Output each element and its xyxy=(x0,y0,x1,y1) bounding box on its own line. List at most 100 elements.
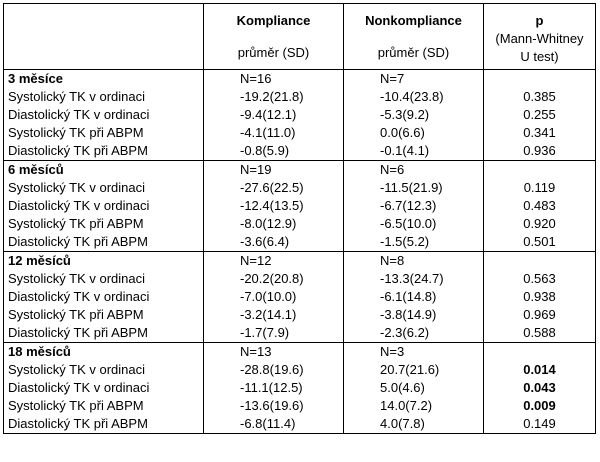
table-row: Diastolický TK při ABPM -6.8(11.4) 4.0(7.8… xyxy=(3,415,596,434)
noncompliance-value: 14.0(7.2) xyxy=(343,397,484,415)
compliance-value: -4.1(11.0) xyxy=(203,124,344,142)
p-title: p xyxy=(535,13,544,28)
noncompliance-value: 0.0(6.6) xyxy=(343,124,484,142)
table-header: Kompliance průměr (SD) Nonkompliance prů… xyxy=(3,3,596,70)
noncompliance-value: 4.0(7.8) xyxy=(343,415,484,434)
n-compliance: N=13 xyxy=(203,342,344,361)
section-label: 3 měsíce xyxy=(3,69,204,88)
compliance-value: -0.8(5.9) xyxy=(203,142,344,161)
p-method-line2: U test) xyxy=(520,49,559,64)
row-label: Diastolický TK v ordinaci xyxy=(3,197,204,215)
p-value: 0.588 xyxy=(483,324,596,343)
n-compliance: N=12 xyxy=(203,251,344,270)
row-label: Systolický TK v ordinaci xyxy=(3,270,204,288)
table-row: Systolický TK při ABPM -4.1(11.0) 0.0(6.6)… xyxy=(3,124,596,142)
table-row: Diastolický TK v ordinaci -7.0(10.0) -6.1(… xyxy=(3,288,596,306)
noncompliance-value: -11.5(21.9) xyxy=(343,179,484,197)
section-label: 12 měsíců xyxy=(3,251,204,270)
noncompliance-value: -2.3(6.2) xyxy=(343,324,484,343)
p-value: 0.563 xyxy=(483,270,596,288)
table-row: Diastolický TK při ABPM -0.8(5.9) -0.1(4.1… xyxy=(3,142,596,161)
header-noncompliance: Nonkompliance průměr (SD) xyxy=(343,3,484,70)
row-label: Diastolický TK při ABPM xyxy=(3,415,204,434)
compliance-value: -12.4(13.5) xyxy=(203,197,344,215)
header-empty-cell xyxy=(3,3,204,70)
row-label: Diastolický TK při ABPM xyxy=(3,233,204,252)
p-value: 0.014 xyxy=(483,361,596,379)
n-compliance: N=19 xyxy=(203,160,344,179)
header-row: Kompliance průměr (SD) Nonkompliance prů… xyxy=(3,3,596,70)
row-label: Systolický TK při ABPM xyxy=(3,306,204,324)
table-row: Systolický TK při ABPM -3.2(14.1) -3.8(14.… xyxy=(3,306,596,324)
row-label: Diastolický TK při ABPM xyxy=(3,324,204,343)
p-value: 0.341 xyxy=(483,124,596,142)
noncompliance-value: -3.8(14.9) xyxy=(343,306,484,324)
section-p-empty xyxy=(483,160,596,179)
section-p-empty xyxy=(483,69,596,88)
noncompliance-value: -10.4(23.8) xyxy=(343,88,484,106)
noncompliance-title: Nonkompliance xyxy=(365,13,462,28)
compliance-subtitle: průměr (SD) xyxy=(237,45,310,60)
noncompliance-value: -5.3(9.2) xyxy=(343,106,484,124)
noncompliance-subtitle: průměr (SD) xyxy=(377,45,450,60)
row-label: Diastolický TK v ordinaci xyxy=(3,288,204,306)
compliance-value: -9.4(12.1) xyxy=(203,106,344,124)
row-label: Systolický TK v ordinaci xyxy=(3,88,204,106)
p-value: 0.483 xyxy=(483,197,596,215)
row-label: Systolický TK při ABPM xyxy=(3,397,204,415)
header-compliance: Kompliance průměr (SD) xyxy=(203,3,344,70)
row-label: Systolický TK při ABPM xyxy=(3,215,204,233)
p-value: 0.501 xyxy=(483,233,596,252)
section-p-empty xyxy=(483,251,596,270)
p-value: 0.009 xyxy=(483,397,596,415)
compliance-title: Kompliance xyxy=(236,13,311,28)
compliance-value: -6.8(11.4) xyxy=(203,415,344,434)
section-row: 18 měsíců N=13 N=3 xyxy=(3,342,596,361)
table-row: Diastolický TK v ordinaci -11.1(12.5) 5.0(… xyxy=(3,379,596,397)
table-row: Diastolický TK při ABPM -1.7(7.9) -2.3(6.2… xyxy=(3,324,596,343)
row-label: Diastolický TK v ordinaci xyxy=(3,379,204,397)
section-row: 6 měsíců N=19 N=6 xyxy=(3,160,596,179)
section-row: 12 měsíců N=12 N=8 xyxy=(3,251,596,270)
section-label: 6 měsíců xyxy=(3,160,204,179)
row-label: Systolický TK v ordinaci xyxy=(3,361,204,379)
table-row: Systolický TK v ordinaci -28.8(19.6) 20.7(… xyxy=(3,361,596,379)
compliance-value: -3.6(6.4) xyxy=(203,233,344,252)
section-p-empty xyxy=(483,342,596,361)
compliance-value: -11.1(12.5) xyxy=(203,379,344,397)
table-row: Diastolický TK při ABPM -3.6(6.4) -1.5(5.2… xyxy=(3,233,596,252)
noncompliance-value: 20.7(21.6) xyxy=(343,361,484,379)
table-body: 3 měsíce N=16 N=7 Systolický TK v ordinaci -… xyxy=(3,69,596,434)
p-value: 0.255 xyxy=(483,106,596,124)
compliance-value: -8.0(12.9) xyxy=(203,215,344,233)
table-row: Systolický TK při ABPM -8.0(12.9) -6.5(10.… xyxy=(3,215,596,233)
noncompliance-value: -6.1(14.8) xyxy=(343,288,484,306)
table-row: Diastolický TK v ordinaci -9.4(12.1) -5.3(… xyxy=(3,106,596,124)
noncompliance-value: 5.0(4.6) xyxy=(343,379,484,397)
row-label: Diastolický TK při ABPM xyxy=(3,142,204,161)
table-row: Systolický TK v ordinaci -20.2(20.8) -13.3… xyxy=(3,270,596,288)
p-value: 0.149 xyxy=(483,415,596,434)
compliance-value: -1.7(7.9) xyxy=(203,324,344,343)
noncompliance-value: -0.1(4.1) xyxy=(343,142,484,161)
n-noncompliance: N=3 xyxy=(343,342,484,361)
table-row: Systolický TK při ABPM -13.6(19.6) 14.0(7.… xyxy=(3,397,596,415)
p-value: 0.938 xyxy=(483,288,596,306)
n-compliance: N=16 xyxy=(203,69,344,88)
compliance-value: -3.2(14.1) xyxy=(203,306,344,324)
compliance-value: -19.2(21.8) xyxy=(203,88,344,106)
section-row: 3 měsíce N=16 N=7 xyxy=(3,69,596,88)
n-noncompliance: N=6 xyxy=(343,160,484,179)
row-label: Systolický TK v ordinaci xyxy=(3,179,204,197)
table-row: Systolický TK v ordinaci -19.2(21.8) -10.4… xyxy=(3,88,596,106)
compliance-value: -20.2(20.8) xyxy=(203,270,344,288)
results-table: Kompliance průměr (SD) Nonkompliance prů… xyxy=(3,3,596,434)
noncompliance-value: -1.5(5.2) xyxy=(343,233,484,252)
p-value: 0.385 xyxy=(483,88,596,106)
header-p-value: p (Mann-Whitney U test) xyxy=(483,3,596,70)
table-row: Systolický TK v ordinaci -27.6(22.5) -11.5… xyxy=(3,179,596,197)
p-value: 0.119 xyxy=(483,179,596,197)
noncompliance-value: -6.7(12.3) xyxy=(343,197,484,215)
n-noncompliance: N=7 xyxy=(343,69,484,88)
section-label: 18 měsíců xyxy=(3,342,204,361)
